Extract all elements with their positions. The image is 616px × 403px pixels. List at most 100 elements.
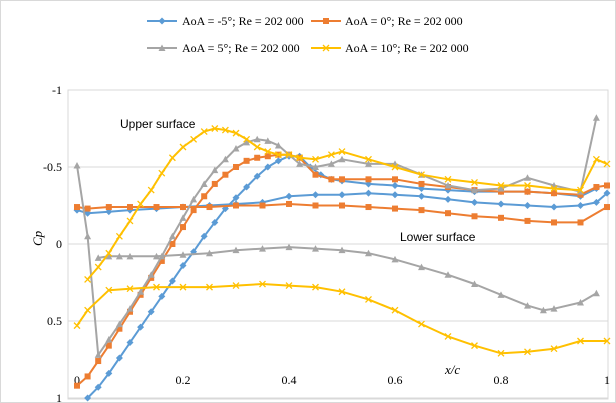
data-point: [264, 137, 272, 144]
data-point: [74, 382, 80, 389]
data-point: [603, 337, 611, 345]
data-point: [168, 232, 176, 240]
data-point: [274, 141, 282, 149]
x-tick-label: 0.6: [388, 373, 403, 387]
data-point: [539, 306, 547, 314]
data-point: [285, 282, 293, 290]
data-point: [392, 176, 398, 183]
data-point: [323, 18, 329, 24]
data-point: [84, 205, 91, 212]
data-point: [577, 191, 584, 198]
data-point: [105, 369, 113, 377]
data-point: [253, 143, 261, 151]
data-point: [365, 204, 372, 211]
data-point: [592, 289, 600, 297]
data-point: [221, 126, 229, 134]
y-axis-label: Cp: [30, 230, 45, 246]
data-point: [418, 207, 425, 214]
data-point: [365, 249, 372, 257]
data-point: [158, 169, 166, 177]
legend-label: AoA = 5°; Re = 202 000: [182, 41, 300, 55]
data-point: [253, 135, 261, 143]
data-point: [153, 283, 160, 291]
data-point: [418, 320, 425, 328]
data-point: [577, 337, 584, 345]
data-point: [190, 207, 197, 214]
data-point: [200, 128, 208, 136]
data-point: [232, 282, 240, 290]
data-point: [338, 288, 346, 296]
data-point: [84, 232, 92, 240]
data-point: [312, 202, 319, 209]
data-point: [206, 204, 213, 211]
data-point: [126, 217, 134, 225]
data-point: [233, 164, 239, 170]
lower-surface-annotation: Lower surface: [400, 230, 476, 244]
data-point: [524, 202, 531, 209]
data-point: [603, 160, 611, 168]
data-point: [327, 151, 335, 159]
data-point: [577, 186, 584, 194]
series-line-lower: [76, 283, 607, 355]
data-point: [264, 153, 271, 160]
data-point: [577, 202, 584, 209]
data-point: [127, 308, 133, 315]
data-point: [418, 180, 425, 187]
data-point: [232, 129, 240, 137]
data-point: [312, 171, 319, 178]
data-point: [365, 189, 372, 197]
data-point: [444, 271, 452, 278]
legend-label: AoA = 10°; Re = 202 000: [345, 41, 469, 55]
data-point: [158, 44, 166, 51]
data-point: [327, 160, 335, 167]
data-point: [126, 305, 134, 312]
data-point: [497, 200, 505, 208]
data-point: [285, 243, 293, 251]
data-point: [147, 308, 155, 316]
data-point: [592, 198, 600, 206]
data-point: [551, 219, 557, 226]
legend-item: AoA = 5°; Re = 202 000: [147, 41, 300, 55]
data-point: [94, 351, 102, 358]
data-point: [551, 190, 557, 197]
data-point: [471, 213, 478, 220]
data-point: [84, 306, 92, 314]
data-point: [95, 358, 102, 365]
data-point: [322, 44, 330, 52]
data-point: [550, 345, 558, 353]
data-point: [365, 155, 372, 163]
upper-surface-annotation: Upper surface: [120, 117, 196, 131]
data-point: [115, 320, 123, 328]
data-point: [497, 349, 505, 357]
data-point: [168, 154, 176, 162]
data-point: [74, 204, 80, 211]
legend-label: AoA = -5°; Re = 202 000: [182, 14, 304, 28]
data-point: [206, 283, 213, 291]
data-point: [524, 348, 531, 356]
data-point: [200, 180, 208, 187]
data-point: [604, 182, 610, 189]
data-point: [211, 166, 219, 174]
data-point: [471, 178, 478, 186]
data-point: [365, 160, 372, 167]
data-point: [243, 183, 251, 191]
data-point: [550, 305, 558, 312]
data-point: [254, 154, 261, 161]
data-point: [391, 163, 399, 171]
data-point: [147, 186, 155, 194]
data-point: [179, 143, 187, 151]
data-point: [232, 246, 240, 254]
data-point: [418, 263, 425, 271]
x-tick-label: 0.4: [282, 373, 297, 387]
y-tick-label: 0.5: [47, 314, 62, 328]
data-point: [296, 160, 304, 167]
data-point: [296, 154, 304, 162]
data-point: [126, 339, 134, 347]
data-point: [577, 219, 584, 226]
data-point: [339, 202, 345, 209]
data-point: [524, 182, 531, 189]
series-4: [73, 125, 611, 357]
data-point: [471, 198, 478, 206]
data-point: [180, 224, 186, 231]
